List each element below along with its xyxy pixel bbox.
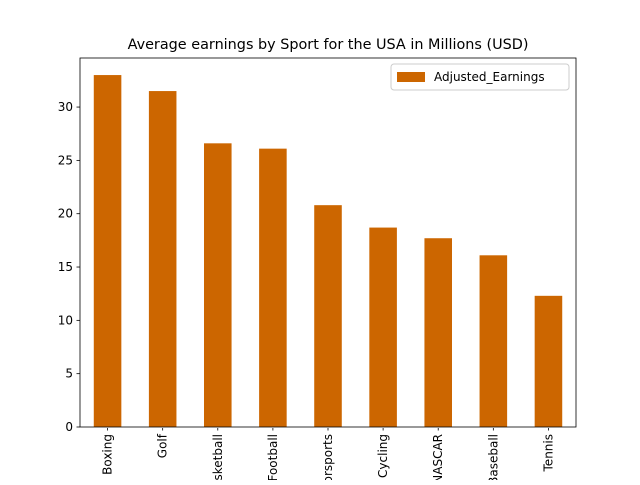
x-tick-label: Football bbox=[266, 434, 280, 480]
bar-baseball bbox=[479, 255, 508, 427]
bar-cycling bbox=[369, 227, 397, 427]
x-tick-label: Motorsports bbox=[321, 434, 335, 480]
x-tick-label: Basketball bbox=[211, 434, 225, 480]
x-tick-label: Golf bbox=[156, 433, 170, 458]
bar-football bbox=[259, 148, 287, 427]
y-tick-label: 20 bbox=[58, 207, 73, 221]
legend[interactable]: Adjusted_Earnings bbox=[390, 63, 570, 91]
y-tick-label: 10 bbox=[58, 313, 73, 327]
legend-label: Adjusted_Earnings bbox=[434, 70, 545, 84]
x-tick-label: Boxing bbox=[101, 434, 115, 475]
bar-boxing bbox=[93, 75, 122, 427]
bar-nascar bbox=[424, 238, 452, 427]
legend-box bbox=[390, 63, 570, 91]
y-tick-label: 30 bbox=[58, 100, 73, 114]
y-tick-label: 5 bbox=[65, 367, 73, 381]
y-axis-ticks: 0 5 10 15 20 25 30 bbox=[58, 100, 80, 434]
x-axis-ticks: Boxing Golf Basketball Football Motorsports C… bbox=[101, 428, 555, 480]
x-tick-label: Cycling bbox=[376, 434, 390, 478]
chart-title: Average earnings by Sport for the USA in… bbox=[128, 37, 529, 53]
y-tick-label: 25 bbox=[58, 153, 73, 167]
legend-swatch bbox=[397, 72, 425, 82]
bar-tennis bbox=[534, 295, 563, 427]
x-tick-label: Tennis bbox=[541, 434, 555, 472]
x-tick-label: Baseball bbox=[486, 434, 500, 480]
y-tick-label: 0 bbox=[65, 420, 73, 434]
bar-golf bbox=[148, 91, 177, 427]
x-tick-label: NASCAR bbox=[431, 434, 445, 480]
axes bbox=[79, 57, 577, 428]
y-tick-label: 15 bbox=[58, 260, 73, 274]
bars bbox=[93, 75, 563, 427]
bar-basketball bbox=[204, 143, 232, 427]
axes-frame bbox=[79, 57, 577, 428]
bar-motorsports bbox=[314, 205, 342, 427]
